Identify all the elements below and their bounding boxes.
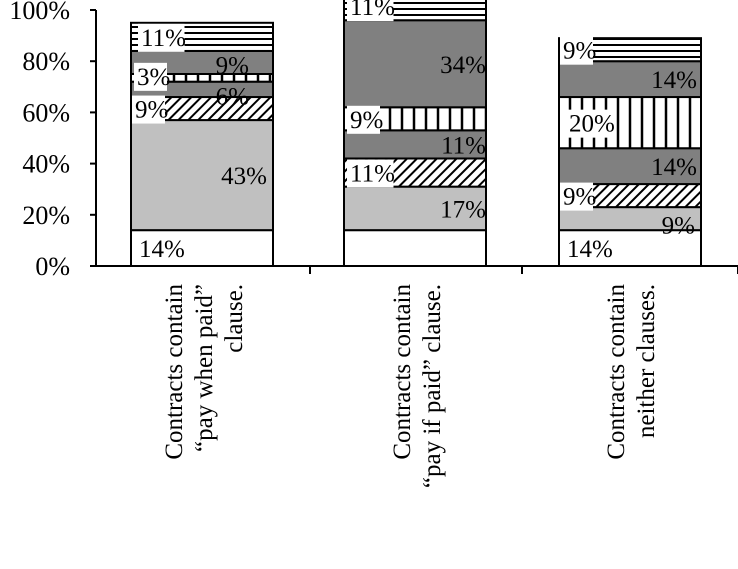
y-tick-label: 80% [22, 47, 70, 76]
bar-segment [558, 60, 702, 99]
y-tick-label: 40% [22, 150, 70, 179]
data-label: 11% [350, 161, 395, 188]
bar-segment [130, 229, 274, 268]
data-label: 14% [651, 67, 697, 94]
data-label: 9% [350, 107, 383, 134]
bar-segment [558, 37, 702, 63]
data-label: 9% [135, 97, 168, 124]
data-label-bg [560, 182, 593, 211]
data-label: 17% [440, 196, 486, 223]
category-label-line: Contracts contain [389, 284, 416, 460]
category-labels: Contracts contain “pay when paid” clause. C… [161, 284, 660, 489]
category-label: Contracts contain “pay if paid” clause. [389, 284, 446, 489]
data-label: 11% [141, 25, 186, 52]
data-label: 9% [216, 52, 249, 79]
data-label: 11% [350, 0, 395, 21]
bar-segment [343, 185, 487, 232]
category-label: Contracts contain “pay when paid” clause. [161, 284, 248, 460]
y-tick-label: 60% [22, 98, 70, 127]
y-tick-label: 100% [9, 0, 70, 25]
data-label: 11% [441, 132, 486, 159]
data-labels: 14% 43% 9% 6% 3% 9% 11% 17% 11% 11% 9% 34% 11% 14% 9% 9… [132, 0, 697, 263]
data-label: 6% [216, 83, 249, 110]
data-label: 3% [137, 64, 170, 91]
data-label: 20% [569, 111, 615, 138]
bar-segment [343, 19, 487, 109]
data-label-bg [132, 95, 165, 124]
category-label-line: “pay if paid” clause. [419, 284, 446, 488]
axes: 0% 20% 40% 60% 80% 100% [9, 0, 738, 281]
data-label: 9% [563, 184, 596, 211]
data-label: 43% [221, 163, 267, 190]
data-label-bg [347, 0, 394, 22]
data-label-bg [138, 23, 185, 52]
category-label-line: neither clauses. [633, 284, 660, 438]
data-label: 14% [139, 236, 185, 263]
data-label: 9% [662, 213, 695, 240]
data-label-bg [347, 105, 380, 134]
data-label-bg [347, 159, 394, 188]
bars [130, 0, 702, 268]
category-label: Contracts contain neither clauses. [603, 284, 660, 460]
data-label: 34% [440, 52, 486, 79]
y-tick-label: 0% [35, 252, 70, 281]
data-label-bg [134, 62, 167, 91]
category-label-line: Contracts contain [603, 284, 630, 460]
y-tick-label: 20% [22, 201, 70, 230]
data-label: 14% [567, 236, 613, 263]
bar-segment [343, 229, 487, 268]
category-label-line: “pay when paid” [191, 284, 218, 452]
data-label-bg [560, 36, 593, 65]
bar-segment [558, 229, 702, 268]
data-label: 14% [651, 154, 697, 181]
bar-segment [130, 119, 274, 232]
category-label-line: clause. [221, 284, 248, 353]
data-label-bg [566, 109, 613, 138]
category-label-line: Contracts contain [161, 284, 188, 460]
data-label: 9% [563, 38, 596, 65]
